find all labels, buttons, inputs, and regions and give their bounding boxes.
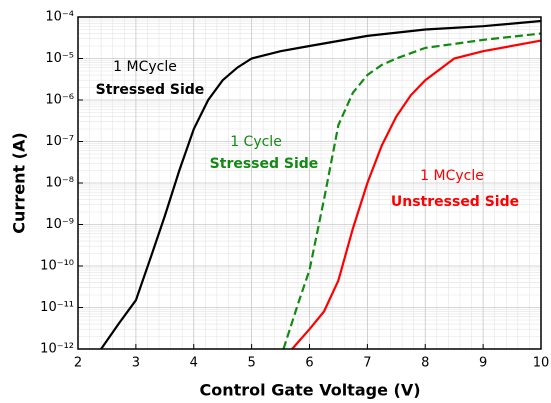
x-tick-label: 3 — [132, 356, 140, 371]
x-tick-label: 7 — [363, 356, 371, 371]
y-tick-label: 10⁻⁷ — [45, 134, 74, 149]
x-tick-label: 10 — [533, 356, 550, 371]
line — [291, 39, 542, 350]
y-tick-label: 10⁻⁸ — [45, 176, 74, 191]
annotation: 1 MCycle — [113, 59, 177, 75]
line — [100, 19, 542, 350]
plot-frame — [77, 16, 542, 350]
annotation: Stressed Side — [210, 156, 319, 172]
annotation: Stressed Side — [96, 82, 205, 98]
y-tick-label: 10⁻⁴ — [45, 10, 74, 25]
x-tick-label: 5 — [247, 356, 255, 371]
y-tick-label: 10⁻⁵ — [45, 51, 74, 66]
line — [282, 32, 542, 350]
x-axis-label: Control Gate Voltage (V) — [199, 381, 420, 400]
x-tick-label: 8 — [421, 356, 429, 371]
x-tick-label: 9 — [479, 356, 487, 371]
annotation: 1 MCycle — [420, 168, 484, 184]
y-tick-label: 10⁻¹⁰ — [40, 259, 74, 274]
annotation: Unstressed Side — [391, 194, 519, 210]
x-tick-label: 6 — [305, 356, 313, 371]
annotation: 1 Cycle — [230, 134, 282, 150]
x-tick-label: 4 — [190, 356, 198, 371]
y-axis-label: Current (A) — [10, 132, 29, 233]
y-tick-label: 10⁻⁹ — [45, 217, 74, 232]
y-tick-label: 10⁻⁶ — [45, 93, 74, 108]
y-tick-label: 10⁻¹² — [40, 342, 74, 357]
y-tick-label: 10⁻¹¹ — [40, 300, 74, 315]
x-tick-label: 2 — [74, 356, 82, 371]
